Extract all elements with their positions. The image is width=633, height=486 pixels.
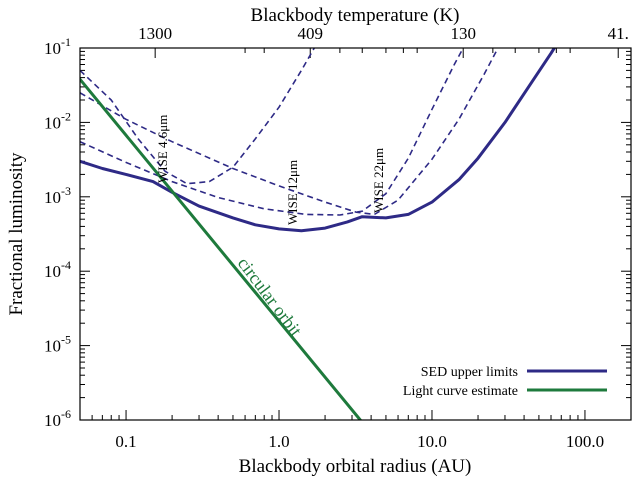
wise-4-6-label: WISE 4.6μm [155,115,170,183]
x-tick-label: 1.0 [268,432,289,451]
data-series [80,48,557,420]
series-light-curve-estimate [80,77,362,420]
legend-label-lightcurve: Light curve estimate [403,384,518,399]
series-sed-upper-limits [80,48,557,233]
dashed-curve-wise-4-6 [80,48,315,185]
dashed-curve-wise-22 [80,48,499,216]
top-axis-label: Blackbody temperature (K) [251,5,460,26]
top-tick-label: 130 [450,24,476,43]
y-axis-label: Fractional luminosity [6,152,27,316]
legend: SED upper limits Light curve estimate [403,365,607,399]
y-tick-label: 10-4 [44,258,71,281]
y-tick-label: 10-1 [44,35,71,58]
wise-12-label: WISE 12μm [285,160,300,225]
legend-label-sed: SED upper limits [421,365,518,380]
tick-labels: 1300 409 130 41. 0.1 1.0 10.0 100.0 10-6 10-5 10-4… [44,24,629,451]
circular-orbit-label: circular orbit [234,253,306,340]
top-tick-label: 1300 [138,24,172,43]
y-tick-label: 10-5 [44,333,71,356]
plot-frame [79,47,632,421]
tick-marks [79,47,632,421]
y-tick-label: 10-3 [44,184,71,207]
top-tick-label: 409 [297,24,323,43]
x-axis-label: Blackbody orbital radius (AU) [239,456,472,477]
top-tick-label: 41. [608,24,629,43]
wise-22-label: WISE 22μm [371,148,386,213]
y-tick-label: 10-6 [44,407,71,430]
x-tick-label: 0.1 [115,432,136,451]
dashed-curve-wise-12 [80,48,464,216]
x-tick-label: 100.0 [566,432,604,451]
y-tick-label: 10-2 [44,109,71,132]
wise-dashed-curves [80,48,499,216]
x-tick-label: 10.0 [417,432,447,451]
